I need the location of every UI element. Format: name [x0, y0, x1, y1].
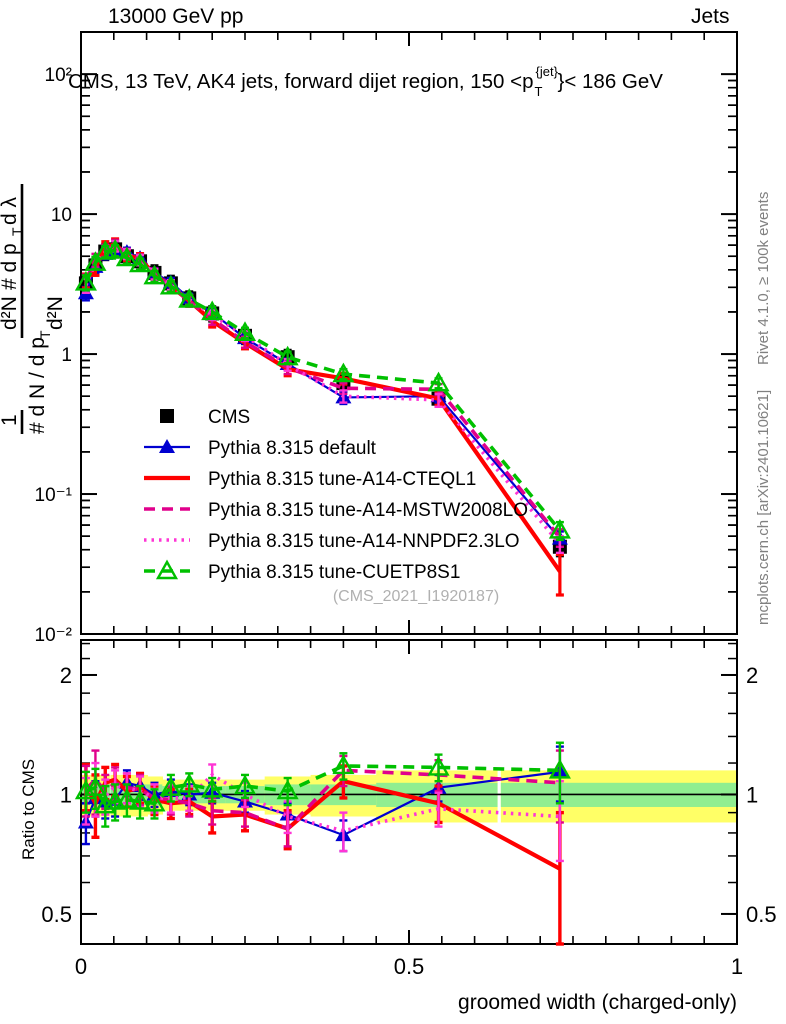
legend-entry-0: CMS [160, 407, 250, 428]
ylabel-num-d2n: d²N [0, 296, 21, 330]
main-panel-frame [80, 31, 738, 635]
data-marker [178, 288, 201, 308]
data-marker [74, 270, 97, 291]
main-ytick-3: 10⁻¹ [35, 485, 73, 506]
ylabel-den-sub: T [37, 330, 53, 339]
data-marker [159, 439, 175, 453]
data-marker [276, 779, 299, 800]
main-tick-labels: 10² 10 1 10⁻¹ 10⁻² [35, 65, 73, 646]
data-marker [155, 559, 179, 580]
main-ytick-1: 10 [51, 205, 72, 226]
main-title-tail: }< 186 GeV [558, 70, 664, 93]
side-text-bottom-group: mcplots.cern.ch [arXiv:2401.10621] [755, 390, 772, 625]
category-label: Jets [691, 5, 730, 28]
data-marker [332, 754, 355, 775]
main-title-sub: T [535, 84, 543, 99]
data-marker [128, 252, 152, 273]
legend-entry-4: Pythia 8.315 tune-A14-NNPDF2.3LO [144, 531, 520, 552]
legend: CMS Pythia 8.315 default Pythia 8.315 tune… [144, 407, 528, 583]
ratio-ytick-right-0: 2 [746, 663, 758, 688]
ylabel-num-dlambda: d λ [0, 196, 21, 225]
data-marker [159, 274, 182, 295]
legend-entry-5: Pythia 8.315 tune-CUETP8S1 [144, 559, 460, 583]
main-title: CMS, 13 TeV, AK4 jets, forward dijet reg… [68, 70, 534, 93]
data-marker [159, 776, 182, 796]
ratio-ytick-left-2: 0.5 [41, 902, 72, 927]
ratio-series-4 [74, 741, 571, 828]
ratio-ytick-right-2: 0.5 [746, 902, 777, 927]
data-marker [115, 246, 138, 267]
ratio-ylabel-group: Ratio to CMS [19, 759, 38, 860]
ratio-ytick-left-1: 1 [60, 782, 72, 807]
ratio-ylabel: Ratio to CMS [19, 759, 38, 860]
main-title-sup: {jet} [536, 64, 559, 79]
data-marker [201, 777, 224, 798]
legend-entry-2: Pythia 8.315 tune-A14-CTEQL1 [144, 469, 476, 490]
data-marker [201, 300, 224, 321]
x-axis-label: groomed width (charged-only) [458, 991, 737, 1014]
data-marker [427, 371, 450, 392]
legend-label-1: Pythia 8.315 default [208, 438, 377, 459]
x-tick-labels: 0 0.5 1 [75, 954, 743, 979]
beam-label: 13000 GeV pp [108, 5, 244, 28]
data-marker [128, 790, 152, 810]
x-tick-0: 0 [75, 954, 87, 979]
data-marker [427, 755, 450, 776]
analysis-watermark: (CMS_2021_I1920187) [333, 588, 499, 605]
ratio-ytick-right-1: 1 [746, 782, 758, 807]
data-marker [143, 264, 166, 285]
ylabel-one: 1 [0, 414, 21, 426]
data-marker [143, 791, 166, 812]
legend-entry-1: Pythia 8.315 default [144, 438, 377, 459]
ratio-panel-data [74, 741, 571, 946]
ylabel-group: d²N # d p T d λ 1 # d N / d p T [0, 184, 53, 434]
data-marker [84, 776, 107, 796]
main-title-group: CMS, 13 TeV, AK4 jets, forward dijet reg… [68, 64, 663, 99]
legend-label-5: Pythia 8.315 tune-CUETP8S1 [208, 562, 460, 583]
ylabel-num-dpt: # d p [0, 243, 21, 290]
data-marker [276, 345, 299, 366]
mcplots-label: mcplots.cern.ch [arXiv:2401.10621] [755, 390, 772, 625]
ylabel-num-dpt-sub: T [9, 227, 25, 236]
data-marker [104, 238, 127, 259]
main-panel-data [74, 237, 571, 597]
main-ytick-4: 10⁻² [35, 625, 73, 646]
ratio-tick-labels: 2 2 1 1 0.5 0.5 [41, 663, 776, 927]
legend-label-2: Pythia 8.315 tune-A14-CTEQL1 [208, 469, 476, 490]
data-marker [104, 790, 127, 810]
data-marker [332, 362, 355, 383]
x-tick-2: 1 [731, 954, 743, 979]
series-5 [74, 238, 571, 542]
data-marker [548, 518, 571, 539]
legend-label-4: Pythia 8.315 tune-A14-NNPDF2.3LO [208, 531, 520, 552]
data-marker [115, 788, 138, 808]
rivet-version-label: Rivet 4.1.0, ≥ 100k events [755, 192, 772, 365]
main-ytick-0: 10² [45, 65, 72, 86]
main-ytick-2: 1 [61, 345, 72, 366]
ylabel-den: # d N / d p [26, 337, 49, 434]
data-marker [178, 772, 201, 793]
data-marker [233, 321, 257, 341]
side-text-top-group: Rivet 4.1.0, ≥ 100k events [755, 192, 772, 365]
data-marker [548, 758, 571, 779]
legend-label-3: Pythia 8.315 tune-A14-MSTW2008LO [208, 500, 528, 521]
data-marker [84, 251, 107, 271]
ratio-ytick-left-0: 2 [60, 663, 72, 688]
x-tick-1: 0.5 [394, 954, 425, 979]
legend-marker-square [160, 409, 174, 423]
data-marker [233, 774, 257, 795]
legend-entry-3: Pythia 8.315 tune-A14-MSTW2008LO [144, 500, 528, 521]
legend-label-0: CMS [208, 407, 250, 428]
